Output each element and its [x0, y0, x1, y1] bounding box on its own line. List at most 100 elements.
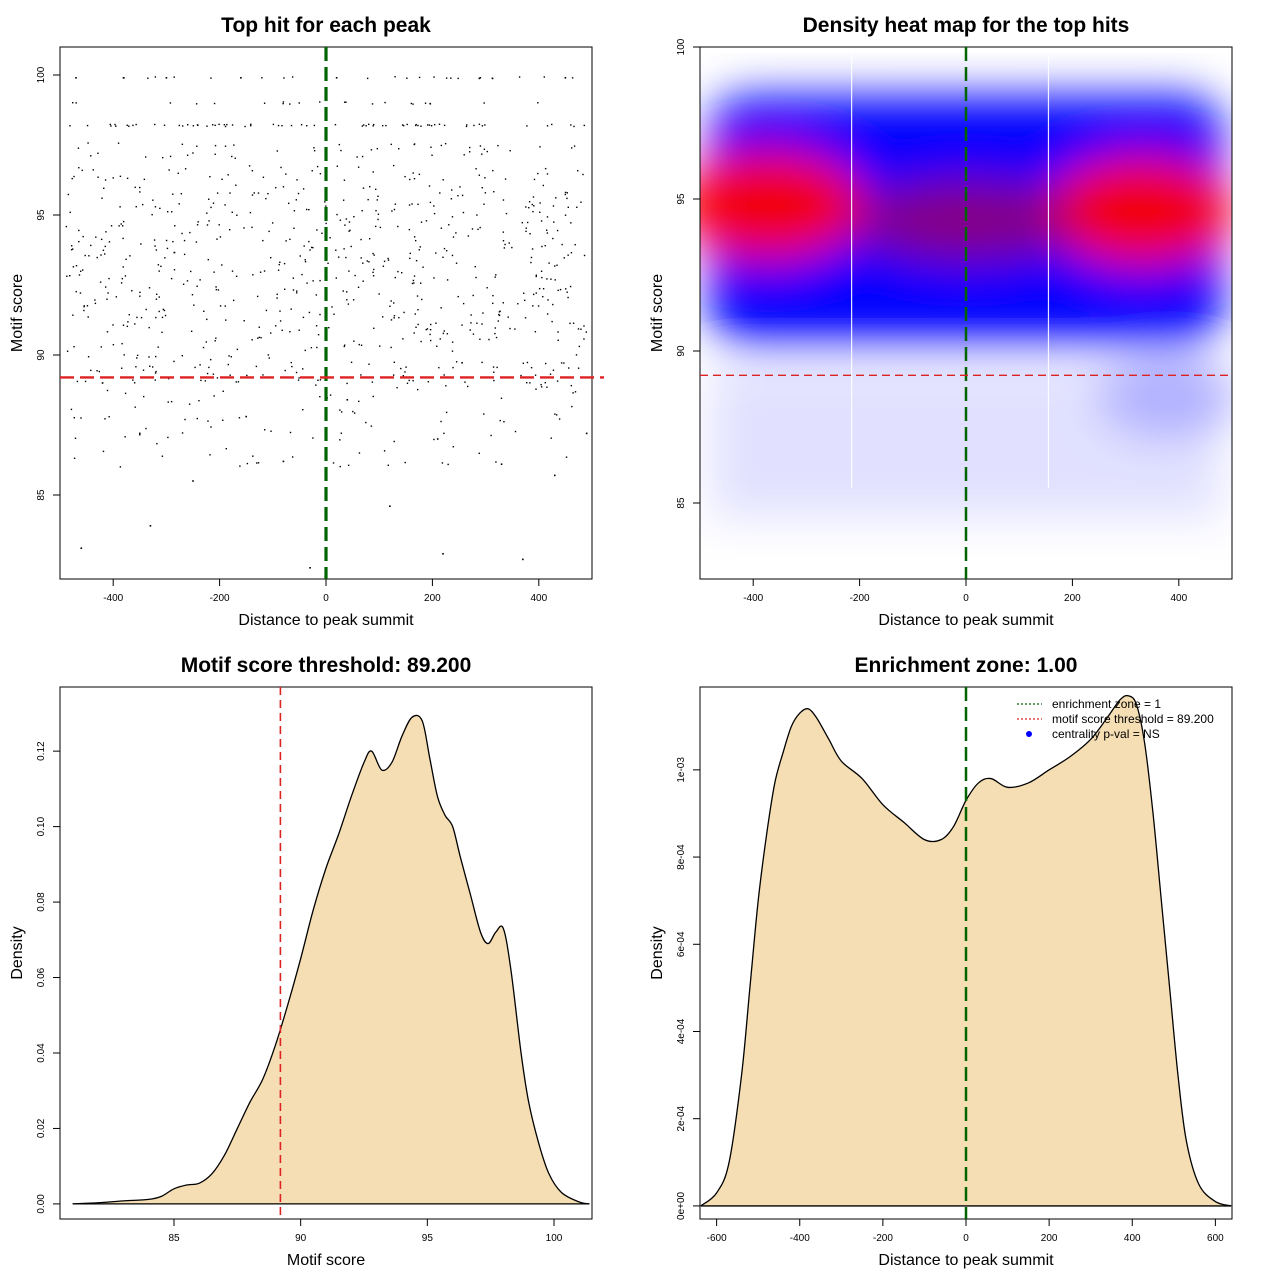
scatter-point — [203, 310, 205, 313]
scatter-point — [546, 125, 549, 127]
scatter-point — [539, 146, 541, 148]
scatter-point — [570, 252, 573, 254]
scatter-point — [218, 224, 220, 226]
scatter-point — [161, 331, 163, 334]
scatter-point — [360, 374, 362, 376]
scatter-point — [532, 293, 535, 296]
scatter-point — [463, 154, 465, 156]
scatter-point — [235, 381, 237, 383]
scatter-point — [277, 124, 280, 127]
scatter-point — [82, 269, 84, 271]
scatter-point — [192, 152, 194, 154]
scatter-point — [157, 346, 159, 348]
x-tick-label: 400 — [1170, 593, 1187, 604]
scatter-point — [121, 342, 123, 345]
scatter-point — [491, 77, 493, 79]
scatter-point — [360, 257, 362, 259]
scatter-point — [157, 264, 160, 266]
scatter-point — [184, 418, 186, 421]
scatter-point — [492, 294, 494, 297]
scatter-point — [396, 386, 398, 389]
scatter-point — [154, 206, 157, 208]
scatter-point — [104, 418, 106, 420]
scatter-point — [430, 323, 432, 326]
scatter-point — [73, 175, 75, 178]
scatter-point — [419, 246, 421, 248]
scatter-point — [142, 395, 145, 398]
scatter-point — [433, 212, 436, 215]
scatter-point — [546, 173, 549, 175]
scatter-point — [162, 308, 165, 311]
legend-label: motif score threshold = 89.200 — [1052, 712, 1214, 726]
scatter-point — [183, 239, 186, 242]
scatter-point — [544, 362, 547, 365]
scatter-point — [393, 302, 395, 304]
y-tick-label: 95 — [36, 209, 47, 221]
scatter-point — [282, 186, 285, 188]
scatter-point — [556, 380, 559, 382]
x-tick-label: 400 — [1124, 1233, 1141, 1244]
scatter-point — [115, 125, 117, 127]
scatter-point — [155, 249, 158, 251]
scatter-point — [567, 296, 569, 299]
scatter-point — [293, 210, 296, 212]
scatter-point — [249, 211, 252, 214]
scatter-point — [243, 320, 245, 322]
scatter-point — [479, 145, 482, 147]
scatter-point — [375, 188, 377, 191]
scatter-point — [291, 456, 294, 458]
scatter-point — [400, 367, 402, 370]
scatter-point — [278, 263, 280, 266]
scatter-point — [546, 216, 549, 218]
scatter-point — [315, 384, 317, 386]
scatter-point — [73, 457, 76, 459]
scatter-point — [90, 155, 92, 157]
scatter-point — [209, 175, 211, 178]
scatter-point — [198, 399, 200, 402]
scatter-point — [133, 382, 136, 384]
scatter-point — [373, 123, 375, 126]
scatter-point — [205, 341, 208, 343]
scatter-point — [226, 123, 228, 126]
scatter-point — [468, 146, 471, 149]
scatter-point — [495, 336, 498, 339]
scatter-point — [208, 366, 210, 369]
y-tick-label: 0.08 — [36, 892, 47, 912]
scatter-point — [270, 430, 272, 432]
scatter-point — [457, 195, 459, 197]
scatter-point — [474, 265, 476, 268]
scatter-point — [304, 349, 306, 352]
scatter-point — [544, 244, 546, 247]
scatter-point — [248, 165, 251, 167]
scatter-point — [342, 199, 345, 201]
scatter-point — [109, 123, 111, 126]
distance-density-panel: Enrichment zone: 1.00 Distance to peak su… — [649, 654, 1233, 1269]
scatter-point — [164, 257, 166, 259]
scatter-point — [462, 211, 465, 214]
scatter-point — [124, 392, 127, 395]
scatter-point — [553, 474, 556, 477]
scatter-point — [173, 76, 175, 78]
scatter-point — [525, 227, 527, 229]
scatter-point — [259, 271, 262, 273]
panels-layer: Top hit for each peak Distance to peak su… — [9, 14, 1233, 1269]
scatter-point — [554, 279, 556, 281]
scatter-point — [339, 439, 341, 441]
scatter-point — [393, 440, 395, 443]
scatter-point — [517, 303, 519, 305]
scatter-point — [409, 252, 411, 255]
scatter-point — [413, 275, 416, 277]
x-tick-label: 200 — [1064, 593, 1081, 604]
scatter-point — [196, 224, 199, 226]
scatter-point — [542, 295, 544, 298]
scatter-point — [155, 298, 158, 300]
scatter-point — [256, 462, 258, 464]
scatter-point — [393, 315, 396, 317]
scatter-point — [342, 290, 344, 292]
scatter-point — [154, 245, 156, 247]
x-tick-label: -200 — [210, 593, 230, 604]
scatter-point — [419, 282, 422, 284]
scatter-point — [442, 332, 445, 335]
scatter-point — [385, 124, 387, 127]
scatter-point — [204, 380, 207, 382]
